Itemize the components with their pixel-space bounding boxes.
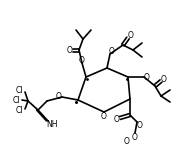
Text: Cl: Cl <box>15 85 23 95</box>
Text: Cl: Cl <box>15 105 23 115</box>
Text: O: O <box>144 73 150 81</box>
Text: NH: NH <box>46 120 58 128</box>
Text: O: O <box>132 134 138 142</box>
Text: O: O <box>128 30 134 39</box>
Text: O: O <box>79 55 85 65</box>
Text: O: O <box>101 111 107 120</box>
Text: O: O <box>137 120 143 130</box>
Text: O: O <box>161 75 167 83</box>
Text: Cl: Cl <box>12 95 20 105</box>
Text: O: O <box>67 45 73 55</box>
Text: O: O <box>56 91 62 101</box>
Text: O: O <box>114 115 120 124</box>
Text: O: O <box>124 136 130 146</box>
Text: O: O <box>109 47 115 55</box>
